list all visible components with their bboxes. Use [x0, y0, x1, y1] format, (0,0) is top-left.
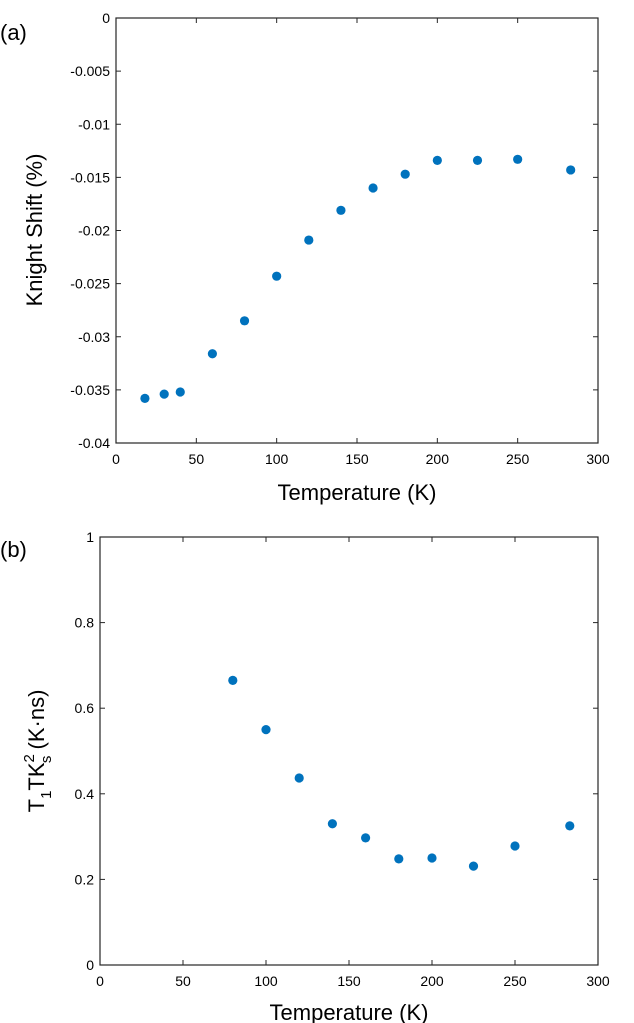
panel-b-x-tick-label: 200: [420, 973, 444, 989]
panel-b-label: (b): [0, 537, 27, 562]
panel-b-y-tick-label: 0.8: [75, 615, 95, 631]
panel-a-data-point: [175, 387, 185, 397]
panel-b-x-tick-label: 50: [175, 973, 191, 989]
panel-b-t1tks2: (b) 0 50 100 150 200 250 300 0 0.2 0.4 0.6 0.8 1 Te…: [0, 529, 610, 1023]
panel-b-y-tick-label: 1: [86, 529, 94, 545]
panel-b-data-point: [228, 675, 238, 685]
panel-a-data-point: [304, 235, 314, 245]
panel-a-data-point: [472, 155, 483, 165]
panel-b-y-tick-label: 0.4: [75, 786, 95, 802]
y-title-sub2: s: [38, 756, 55, 764]
panel-a-x-tick-label: 150: [345, 451, 369, 467]
panel-b-y-axis-title: T1TK2s (K·ns): [21, 690, 55, 813]
panel-b-data-point: [294, 773, 304, 783]
y-title-sub1: 1: [38, 791, 55, 799]
panel-a-data-point: [513, 154, 523, 164]
y-title-tk: TK: [24, 762, 49, 790]
panel-b-x-tick-label: 150: [337, 973, 361, 989]
panel-b-y-ticks: 0 0.2 0.4 0.6 0.8 1: [75, 529, 598, 973]
panel-a-plot-frame: [115, 17, 599, 444]
panel-a-data-point: [239, 316, 250, 326]
panel-b-y-tick-label: 0.2: [75, 871, 95, 887]
panel-a-x-axis-title: Temperature (K): [278, 480, 437, 505]
panel-b-data-point: [468, 861, 479, 871]
panel-a-y-ticks: -0.04 -0.035 -0.03 -0.025 -0.02 -0.015 -0.01 -0…: [70, 10, 598, 451]
panel-a-data-point: [272, 271, 282, 281]
panel-a-data-point: [140, 393, 150, 403]
panel-a-y-tick-label: -0.02: [78, 223, 110, 239]
panel-a-data-point: [432, 155, 442, 165]
panel-a-x-tick-label: 0: [112, 451, 120, 467]
panel-a-y-tick-label: 0: [102, 10, 110, 26]
panel-b-data-point: [394, 854, 404, 864]
panel-b-x-tick-label: 250: [503, 973, 527, 989]
panel-a-knight-shift: (a) 0 50 100 150 200 250 300 -0.04-0.035-0.03-…: [0, 10, 610, 505]
panel-b-data-point: [510, 841, 520, 851]
panel-a-y-tick-label: -0.01: [78, 116, 110, 132]
panel-b-y-tick-label: 0: [86, 957, 94, 973]
panel-a-y-tick-label: -0.035: [70, 382, 110, 398]
panel-a-data-point: [368, 183, 378, 193]
panel-a-y-axis-title: Knight Shift (%): [22, 154, 47, 307]
panel-b-y-tick-label: 0.6: [75, 700, 95, 716]
panel-a-x-tick-label: 200: [426, 451, 450, 467]
panel-a-y-tick-label: -0.03: [78, 329, 110, 345]
y-title-t: T: [24, 799, 49, 812]
panel-a-data-points: [140, 154, 576, 403]
panel-a-y-tick-label: -0.005: [70, 63, 110, 79]
panel-b-x-tick-label: 300: [586, 973, 610, 989]
panel-a-data-point: [207, 349, 217, 359]
panel-a-data-point: [336, 205, 346, 215]
panel-a-data-point: [566, 165, 576, 175]
panel-b-plot-frame: [99, 536, 599, 966]
panel-a-x-tick-label: 100: [265, 451, 289, 467]
panel-b-data-points: [228, 675, 575, 871]
panel-a-data-point: [159, 389, 169, 399]
panel-b-data-point: [327, 819, 337, 829]
panel-b-data-point: [565, 821, 575, 831]
panel-a-label: (a): [0, 20, 27, 45]
panel-b-x-axis-title: Temperature (K): [270, 1000, 429, 1023]
y-title-sup: 2: [21, 754, 38, 762]
panel-a-x-tick-label: 250: [506, 451, 530, 467]
panel-b-data-point: [261, 725, 271, 735]
panel-a-y-tick-label: -0.015: [70, 169, 110, 185]
panel-a-data-point: [400, 169, 410, 179]
panel-b-data-point: [361, 833, 371, 843]
panel-b-x-tick-label: 0: [96, 973, 104, 989]
panel-b-data-point: [427, 853, 437, 863]
panel-a-y-tick-label: -0.04: [78, 435, 110, 451]
panel-a-x-tick-label: 300: [586, 451, 610, 467]
panel-a-x-tick-label: 50: [189, 451, 205, 467]
panel-a-x-ticks: 0 50 100 150 200 250 300: [112, 18, 610, 467]
panel-b-x-tick-label: 100: [254, 973, 278, 989]
y-title-unit: (K·ns): [24, 690, 49, 756]
panel-b-x-ticks: 0 50 100 150 200 250 300: [96, 537, 610, 989]
panel-a-y-tick-label: -0.025: [70, 276, 110, 292]
